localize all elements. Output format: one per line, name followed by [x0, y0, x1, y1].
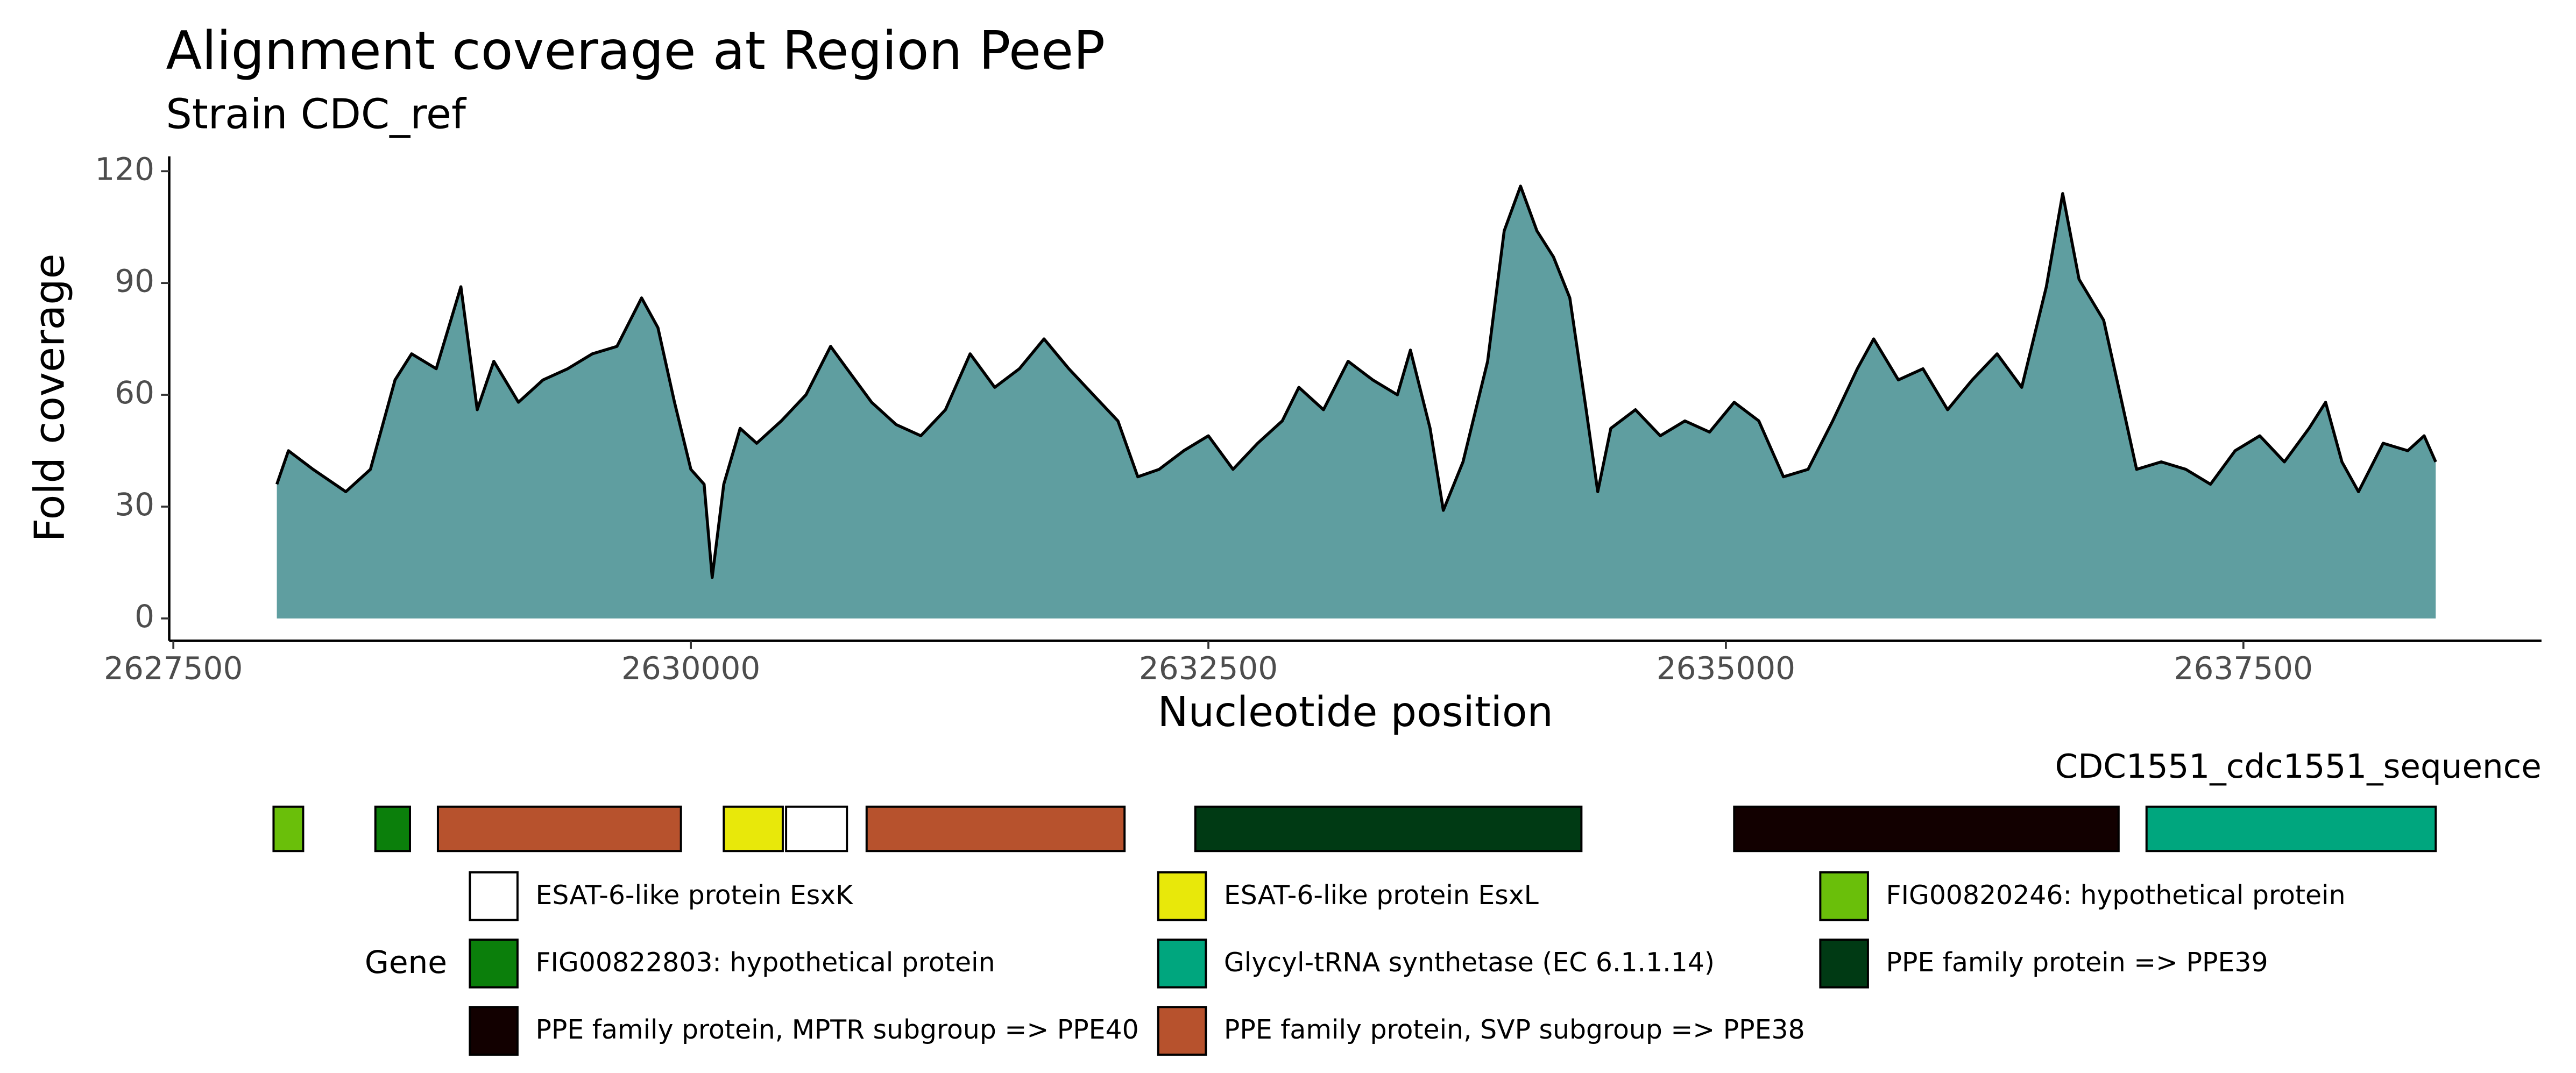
- y-tick-label: 30: [115, 486, 154, 523]
- gene-feature: [436, 805, 682, 852]
- coverage-line: [275, 184, 2437, 579]
- gene-track-title: CDC1551_cdc1551_sequence: [2055, 748, 2542, 786]
- legend-swatch: [469, 871, 519, 921]
- legend-label: FIG00822803: hypothetical protein: [535, 947, 995, 978]
- coverage-area: [277, 186, 2436, 619]
- legend-swatch: [1157, 871, 1207, 921]
- legend-label: PPE family protein, SVP subgroup => PPE3…: [1224, 1014, 1805, 1045]
- y-tick-label: 60: [115, 374, 154, 411]
- legend-swatch: [1157, 939, 1207, 989]
- legend-label: FIG00820246: hypothetical protein: [1886, 880, 2346, 911]
- y-tick-label: 0: [135, 598, 154, 635]
- gene-feature: [723, 805, 784, 852]
- gene-feature: [785, 805, 848, 852]
- plot-area: [275, 184, 2437, 619]
- gene-feature: [2145, 805, 2437, 852]
- y-tick-label: 90: [115, 262, 154, 299]
- legend-label: ESAT-6-like protein EsxL: [1224, 880, 1539, 911]
- legend-title: Gene: [365, 944, 447, 980]
- chart-title: Alignment coverage at Region PeeP: [166, 20, 1105, 82]
- y-tick-label: 120: [95, 151, 154, 187]
- x-tick-label: 2630000: [621, 650, 760, 686]
- legend-label: PPE family protein, MPTR subgroup => PPE…: [535, 1014, 1138, 1045]
- x-tick-label: 2635000: [1657, 650, 1795, 686]
- legend-swatch: [469, 1006, 519, 1056]
- gene-feature: [1733, 805, 2120, 852]
- chart-subtitle: Strain CDC_ref: [166, 90, 467, 138]
- gene-feature: [1194, 805, 1583, 852]
- gene-feature: [272, 805, 305, 852]
- legend-label: PPE family protein => PPE39: [1886, 947, 2268, 978]
- legend: ESAT-6-like protein EsxK ESAT-6-like prot…: [469, 871, 2346, 1056]
- legend-swatch: [1819, 939, 1869, 989]
- x-axis-label: Nucleotide position: [1157, 688, 1553, 736]
- gene-track: [272, 805, 2437, 852]
- legend-swatch: [1819, 871, 1869, 921]
- y-axis-label: Fold coverage: [26, 253, 74, 542]
- x-tick-label: 2637500: [2174, 650, 2313, 686]
- legend-swatch: [469, 939, 519, 989]
- legend-swatch: [1157, 1006, 1207, 1056]
- x-tick-label: 2632500: [1139, 650, 1278, 686]
- gene-feature: [374, 805, 411, 852]
- legend-label: Glycyl-tRNA synthetase (EC 6.1.1.14): [1224, 947, 1715, 978]
- gene-feature: [865, 805, 1126, 852]
- x-tick-label: 2627500: [104, 650, 243, 686]
- legend-label: ESAT-6-like protein EsxK: [535, 880, 854, 911]
